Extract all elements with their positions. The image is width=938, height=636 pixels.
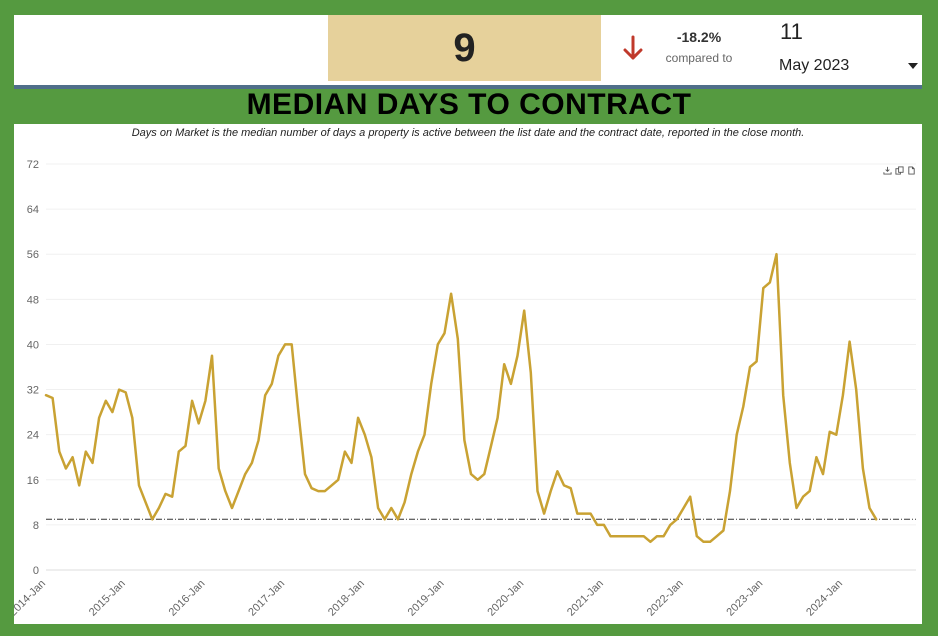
- chart-subtitle: Days on Market is the median number of d…: [131, 127, 805, 139]
- x-tick-label: 2019-Jan: [406, 578, 447, 619]
- current-value: 9: [328, 15, 601, 81]
- arrow-down-icon: [623, 35, 643, 60]
- copy-icon[interactable]: [895, 166, 904, 175]
- x-tick-label: 2018-Jan: [326, 578, 367, 619]
- y-tick-label: 56: [27, 249, 39, 261]
- chart-title: MEDIAN DAYS TO CONTRACT: [246, 88, 692, 121]
- x-tick-label: 2020-Jan: [485, 578, 526, 619]
- previous-value: 11: [780, 19, 803, 44]
- kpi-divider: [14, 85, 922, 89]
- x-tick-label: 2024-Jan: [804, 578, 845, 619]
- compared-label: compared to: [665, 51, 733, 65]
- y-tick-label: 64: [27, 204, 39, 216]
- x-tick-label: 2021-Jan: [565, 578, 606, 619]
- chevron-down-icon[interactable]: [907, 62, 919, 70]
- y-tick-label: 16: [27, 475, 39, 487]
- download-icon[interactable]: [883, 166, 892, 175]
- x-tick-label: 2016-Jan: [167, 578, 208, 619]
- y-tick-label: 72: [27, 159, 39, 171]
- x-tick-label: 2023-Jan: [724, 578, 765, 619]
- y-tick-label: 40: [27, 339, 39, 351]
- chart-panel: Days on Market is the median number of d…: [14, 124, 922, 624]
- y-tick-label: 0: [33, 565, 39, 577]
- x-tick-label: 2014-Jan: [14, 578, 48, 619]
- file-icon[interactable]: [907, 166, 916, 175]
- x-tick-label: 2022-Jan: [645, 578, 686, 619]
- series-line: [44, 252, 878, 544]
- y-tick-label: 32: [27, 385, 39, 397]
- y-tick-label: 24: [27, 430, 39, 442]
- line-chart: 0 8 16 24 32 40 48 56 64 72 2014-Jan 2015-Jan 2016-J…: [14, 159, 916, 619]
- kpi-bar: 9 -18.2% compared to 11 May 2023: [14, 15, 922, 85]
- y-tick-label: 8: [33, 520, 39, 532]
- chart-toolbar: [883, 166, 916, 175]
- change-percent: -18.2%: [676, 29, 722, 45]
- y-tick-label: 48: [27, 294, 39, 306]
- x-tick-label: 2017-Jan: [246, 578, 287, 619]
- x-tick-label: 2015-Jan: [87, 578, 128, 619]
- period-select[interactable]: May 2023: [779, 57, 850, 74]
